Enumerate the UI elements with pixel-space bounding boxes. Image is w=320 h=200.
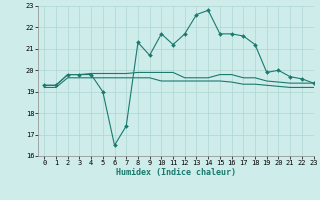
X-axis label: Humidex (Indice chaleur): Humidex (Indice chaleur) bbox=[116, 168, 236, 177]
